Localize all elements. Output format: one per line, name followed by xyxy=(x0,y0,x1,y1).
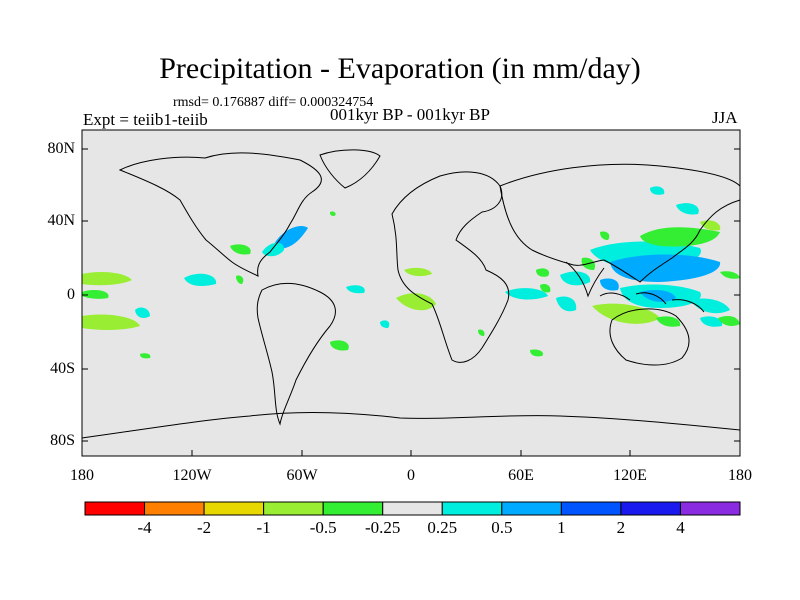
colorbar-swatch xyxy=(322,501,384,516)
anomaly-patch xyxy=(640,227,720,247)
anomaly-patch xyxy=(82,290,109,299)
y-tick-label: 80S xyxy=(50,432,75,449)
anomaly-patch xyxy=(380,320,390,328)
anomaly-patch xyxy=(140,353,151,359)
anomaly-patch xyxy=(540,283,551,293)
anomaly-patch xyxy=(330,340,349,351)
colorbar-swatch xyxy=(263,501,324,516)
period-label: 001kyr BP - 001kyr BP xyxy=(330,105,490,124)
stats-text: rmsd= 0.176887 diff= 0.000324754 xyxy=(173,95,374,110)
south-america-coast xyxy=(256,283,336,426)
anomaly-patch xyxy=(396,293,436,311)
colorbar-label: -2 xyxy=(196,518,212,537)
anomaly-patch xyxy=(690,298,730,314)
x-tick-label: 60W xyxy=(286,467,318,484)
colorbar-label: -0.5 xyxy=(309,518,337,537)
anomaly-patch xyxy=(184,273,217,286)
colorbar-swatch xyxy=(560,501,622,516)
anomaly-patch xyxy=(272,226,308,249)
anomaly-patch xyxy=(650,186,665,195)
anomaly-patch xyxy=(600,231,610,240)
anomaly-patch xyxy=(82,272,132,286)
y-tick-label: 40N xyxy=(47,212,75,229)
season-label: JJA xyxy=(712,108,738,127)
colorbar-swatch xyxy=(144,501,205,516)
colorbar-label: -1 xyxy=(256,518,271,537)
anomaly-patch xyxy=(536,268,550,277)
indian-subcontinent-coast xyxy=(565,261,605,298)
positive-anomaly-patches xyxy=(135,186,730,328)
colorbar-label: 0.5 xyxy=(491,518,513,537)
colorbar-label: 2 xyxy=(616,518,626,537)
anomaly-patch xyxy=(676,203,699,215)
anomaly-patch xyxy=(505,288,548,300)
maritime-continent-coast xyxy=(599,292,705,313)
anomaly-patch xyxy=(135,307,150,318)
y-tick-label: 0 xyxy=(67,286,75,303)
greenland-coast xyxy=(319,149,381,189)
x-tick-label: 180 xyxy=(70,467,94,484)
experiment-label: Expt = teiib1-teiib xyxy=(83,110,208,129)
anomaly-patch xyxy=(346,285,365,294)
antarctica-coast xyxy=(81,411,741,439)
colorbar-swatch xyxy=(84,501,146,516)
y-tick-label: 40S xyxy=(50,360,75,377)
australia-coast xyxy=(609,308,690,366)
colorbar xyxy=(84,501,741,516)
anomaly-patch xyxy=(404,267,432,277)
anomaly-patch xyxy=(610,254,721,282)
x-tick-label: 120E xyxy=(613,467,647,484)
x-tick-label: 0 xyxy=(407,467,415,484)
coastlines xyxy=(81,149,741,439)
anomaly-patch xyxy=(478,329,485,336)
colorbar-label: -4 xyxy=(137,518,152,537)
colorbar-swatch xyxy=(501,501,562,516)
anomaly-patch xyxy=(656,316,681,327)
x-tick-label: 120W xyxy=(172,467,212,484)
europe-africa-coast xyxy=(391,171,510,363)
anomaly-patch xyxy=(720,271,740,279)
x-tick-label: 180 xyxy=(728,467,752,484)
negative-anomaly-patches xyxy=(82,211,740,359)
anomaly-patch xyxy=(556,296,577,312)
asia-coast xyxy=(499,163,741,283)
y-tick-label: 80N xyxy=(47,140,75,157)
anomaly-patch xyxy=(82,314,140,330)
colorbar-label: -0.25 xyxy=(365,518,401,537)
anomaly-patch xyxy=(600,278,619,291)
north-america-coast xyxy=(118,152,322,277)
colorbar-swatch xyxy=(382,501,443,516)
anomaly-patch xyxy=(530,349,544,357)
colorbar-swatch xyxy=(620,501,681,516)
plot-title: Precipitation - Evaporation (in mm/day) xyxy=(159,52,641,85)
anomaly-patch xyxy=(718,316,740,326)
anomaly-patch xyxy=(230,244,251,255)
anomaly-patch xyxy=(236,275,244,284)
map-panel xyxy=(81,129,741,457)
colorbar-swatch xyxy=(679,501,741,516)
colorbar-label: 4 xyxy=(676,518,685,537)
x-ticks xyxy=(81,450,741,456)
colorbar-swatch xyxy=(203,501,265,516)
x-tick-label: 60E xyxy=(508,467,534,484)
anomaly-patch xyxy=(700,316,723,327)
colorbar-swatch xyxy=(441,501,503,516)
anomaly-patch xyxy=(330,211,336,216)
anomaly-patch xyxy=(262,242,285,257)
colorbar-label: 0.25 xyxy=(427,518,458,537)
y-ticks xyxy=(82,148,740,442)
colorbar-label: 1 xyxy=(557,518,566,537)
